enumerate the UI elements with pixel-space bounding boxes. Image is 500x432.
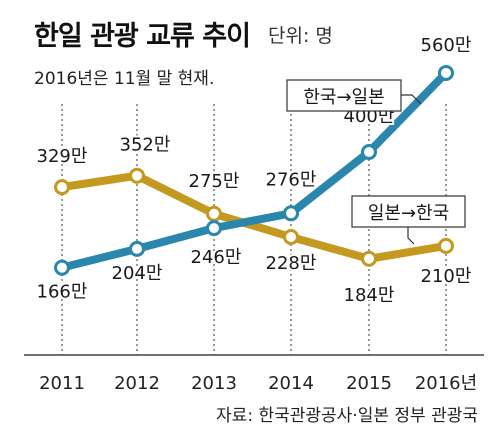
- x-tick-label: 2012: [114, 373, 160, 394]
- x-tick-label: 2016년: [415, 373, 477, 394]
- x-tick-label: 2014: [268, 373, 314, 394]
- source-note: 자료: 한국관광공사·일본 정부 관광국: [216, 406, 478, 426]
- data-label: 352만: [120, 135, 171, 156]
- data-label: 166만: [37, 282, 88, 303]
- data-label: 184만: [344, 285, 395, 306]
- legend-label: 한국→일본: [303, 87, 384, 108]
- data-point: [129, 167, 145, 184]
- data-label: 276만: [266, 169, 317, 190]
- data-point: [438, 237, 454, 254]
- data-point: [206, 205, 222, 222]
- data-label: 228만: [266, 253, 317, 274]
- unit-label: 단위: 명: [268, 25, 333, 47]
- data-point: [129, 240, 145, 257]
- legend-leader: [407, 227, 415, 245]
- series-line: [58, 68, 450, 272]
- legend-label: 일본→한국: [368, 203, 449, 224]
- data-point: [283, 205, 299, 222]
- data-label: 275만: [189, 171, 240, 192]
- x-tick-label: 2011: [39, 373, 85, 394]
- chart-subtitle: 2016년은 11월 말 현재.: [34, 69, 215, 89]
- data-label: 246만: [191, 247, 242, 268]
- data-label: 210만: [421, 266, 472, 287]
- data-point: [54, 179, 70, 196]
- data-point: [361, 250, 377, 267]
- data-point: [54, 259, 70, 276]
- data-point: [206, 220, 222, 237]
- x-tick-label: 2015: [346, 373, 392, 394]
- x-tick-label: 2013: [191, 373, 237, 394]
- data-label: 204만: [112, 263, 163, 284]
- series-line: [58, 171, 450, 263]
- data-label: 329만: [37, 146, 88, 167]
- data-point: [438, 64, 454, 81]
- data-point: [283, 229, 299, 246]
- legend-box: [351, 195, 466, 228]
- data-label: 560만: [421, 35, 472, 56]
- data-point: [361, 144, 377, 161]
- legend-leader: [401, 94, 422, 105]
- chart-title: 한일 관광 교류 추이: [34, 21, 251, 52]
